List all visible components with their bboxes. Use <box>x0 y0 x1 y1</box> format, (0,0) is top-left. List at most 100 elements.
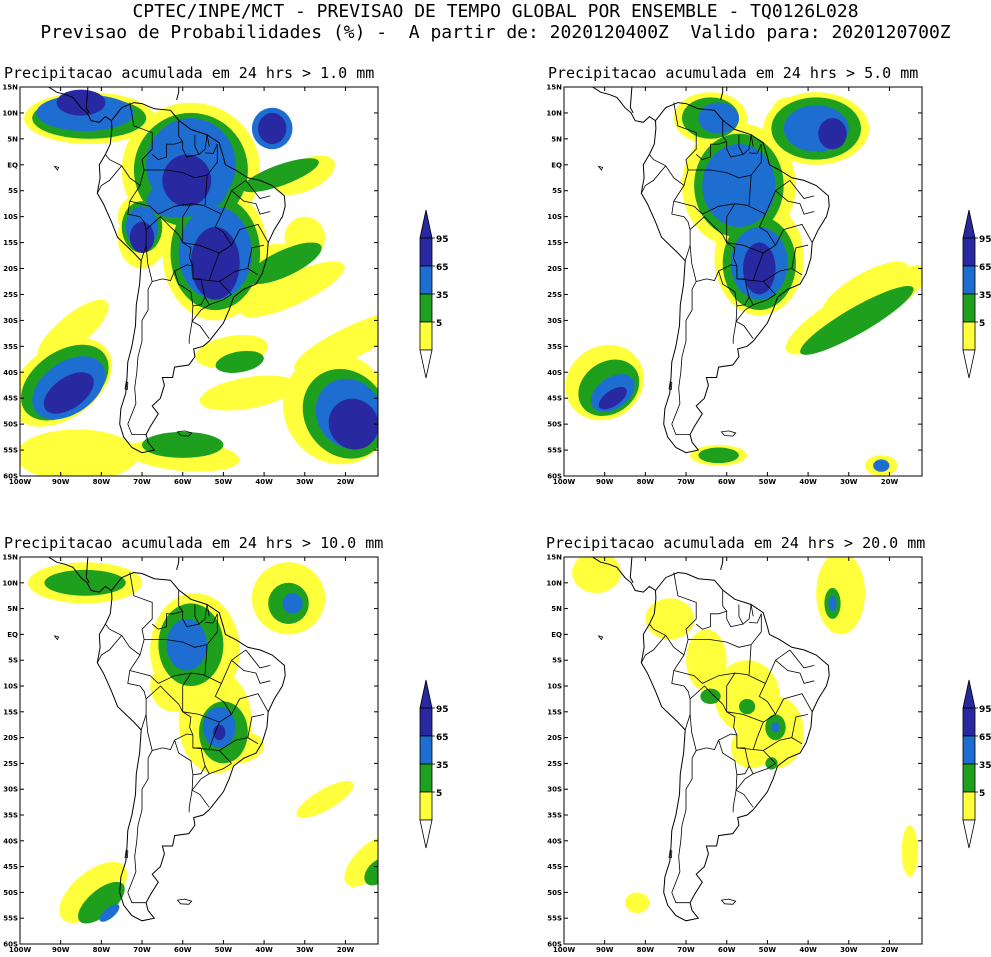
probability-area-5 <box>199 375 296 411</box>
colorbar-segment <box>419 735 433 765</box>
latitude-tick-label: 20S <box>3 265 18 273</box>
country-border <box>209 294 232 306</box>
map-panel-5mm: 15N 10N 5N EQ 5S 10S 15S 20S 25S 30S 35S 40S 45S 50S 5… <box>546 84 923 486</box>
colorbar-label: 65 <box>979 733 991 743</box>
country-border <box>640 635 667 663</box>
island-outline <box>597 165 604 171</box>
longitude-tick-label: 20W <box>881 478 899 486</box>
country-border <box>127 750 153 904</box>
probability-area-35 <box>78 881 125 924</box>
country-border <box>748 175 752 206</box>
country-border <box>145 685 194 736</box>
panel-2-title: Precipitacao acumulada em 24 hrs > 5.0 m… <box>548 64 919 82</box>
probability-area-95 <box>129 221 155 253</box>
country-border <box>758 213 776 246</box>
latitude-tick-label: 60S <box>547 941 562 949</box>
probability-area-5 <box>20 429 138 476</box>
probability-area-95 <box>213 724 226 741</box>
latitude-tick-label: 15S <box>3 239 18 247</box>
colorbar-label: 95 <box>979 235 991 245</box>
country-border <box>689 245 737 282</box>
colorbar-bottom-arrow <box>962 349 976 379</box>
colorbar-segment <box>962 763 976 793</box>
colorbar-label: 95 <box>436 235 449 245</box>
longitude-tick-label: 70W <box>677 946 695 954</box>
probability-area-5 <box>240 261 345 318</box>
map-panel-20mm: 15N 10N 5N EQ 5S 10S 15S 20S 25S 30S 35S 40S 45S 50S 5… <box>546 554 923 954</box>
country-border <box>206 604 210 617</box>
probability-area-95 <box>258 112 287 145</box>
colorbar-label: 35 <box>979 761 991 771</box>
map-frame <box>19 86 379 477</box>
latitude-tick-label: 30S <box>547 317 562 325</box>
colorbar-bottom-arrow <box>419 819 433 849</box>
colorbar-top-arrow <box>962 209 976 239</box>
country-border <box>182 134 200 158</box>
country-border <box>726 604 744 628</box>
probability-area-35 <box>800 285 914 355</box>
country-border <box>214 683 232 715</box>
colorbar-segment <box>419 265 433 295</box>
longitude-tick-label: 70W <box>677 478 695 486</box>
country-border <box>219 268 259 282</box>
longitude-tick-label: 30W <box>840 478 858 486</box>
longitude-tick-label: 50W <box>215 478 233 486</box>
colorbar-label: 35 <box>436 761 449 771</box>
colorbar-label: 5 <box>436 319 442 329</box>
probability-area-5 <box>686 629 727 692</box>
colorbar-panel-3: 95 65 35 5 <box>419 679 449 849</box>
colorbar-bottom-arrow <box>962 819 976 849</box>
probability-area-5 <box>901 825 918 877</box>
probability-area-35 <box>364 858 378 886</box>
latitude-tick-label: 35S <box>3 343 18 351</box>
colorbar-segment <box>419 237 433 267</box>
country-border <box>245 180 271 199</box>
longitude-tick-label: 70W <box>133 946 151 954</box>
country-border <box>204 175 208 206</box>
country-border <box>735 789 754 808</box>
latitude-tick-label: 5S <box>8 187 18 195</box>
country-border <box>247 244 265 269</box>
latitude-tick-label: 15N <box>2 554 18 562</box>
probability-area-35 <box>241 158 319 193</box>
longitude-tick-label: 40W <box>799 478 817 486</box>
map-frame <box>563 556 923 945</box>
longitude-tick-label: 90W <box>52 946 70 954</box>
country-border <box>198 604 208 625</box>
latitude-tick-label: 55S <box>3 447 18 455</box>
colorbar-segment <box>419 321 433 351</box>
colorbar-label: 5 <box>436 789 442 799</box>
coastline <box>48 557 286 922</box>
colorbar-segment <box>962 707 976 737</box>
latitude-tick-label: 40S <box>547 837 562 845</box>
country-border <box>775 190 815 215</box>
colorbar-segment <box>962 735 976 765</box>
island-outline <box>720 898 737 905</box>
longitude-tick-label: 40W <box>255 478 273 486</box>
header-title-line1: CPTEC/INPE/MCT - PREVISAO DE TEMPO GLOBA… <box>132 1 859 22</box>
colorbar-label: 65 <box>979 263 991 273</box>
probability-area-5 <box>344 835 378 887</box>
longitude-tick-label: 60W <box>718 478 736 486</box>
country-border <box>182 693 269 723</box>
probability-area-5 <box>645 598 695 640</box>
country-border <box>151 590 184 630</box>
country-border <box>689 216 738 267</box>
colorbar-segment <box>962 321 976 351</box>
country-border <box>763 268 803 282</box>
latitude-tick-label: 5S <box>8 657 18 665</box>
latitude-tick-label: 10N <box>546 109 562 117</box>
colorbar-panel-1: 95 65 35 5 <box>419 209 449 379</box>
probability-area-35 <box>739 698 756 715</box>
country-border <box>151 120 184 161</box>
longitude-tick-label: 50W <box>759 946 777 954</box>
probability-area-35 <box>765 757 778 770</box>
country-border <box>726 693 813 723</box>
colorbar-panel-2: 95 65 35 5 <box>962 209 991 379</box>
latitude-tick-label: EQ <box>551 161 562 169</box>
latitude-tick-label: EQ <box>7 161 18 169</box>
probability-area-65 <box>771 722 780 733</box>
colorbar-segment <box>962 791 976 821</box>
probability-area-95 <box>818 118 847 150</box>
island-outline <box>124 380 129 390</box>
